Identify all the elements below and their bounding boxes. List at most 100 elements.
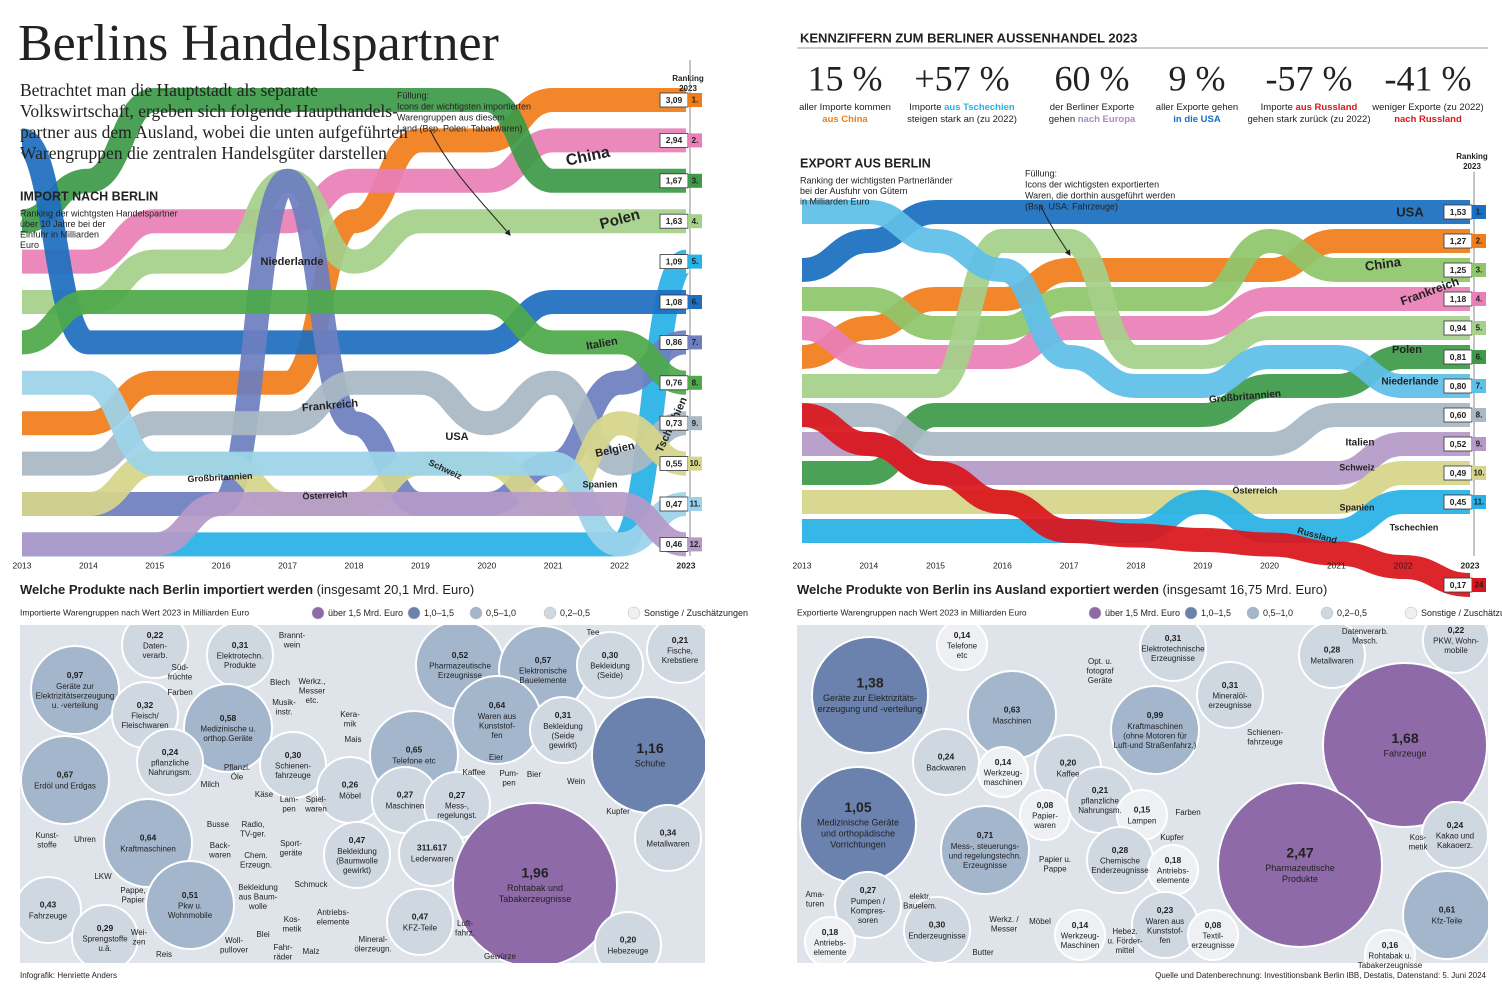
rank-band [22,492,688,557]
import-bands [17,87,691,557]
product-value: 0,47 [412,912,429,922]
legend-label: 1,0–1,5 [1201,608,1231,618]
rank-box [688,537,702,552]
other-label: Mineral- [359,935,388,944]
rank-label: 8. [692,378,699,387]
product-cell [804,916,856,963]
product-cell [1196,661,1264,729]
product-value: 0,28 [1112,845,1129,855]
rank-box [688,93,702,107]
other-label: Lam- [280,795,299,804]
product-label: Maschinen [1061,941,1100,950]
kpi-value: -57 % [1266,58,1353,98]
product-label: Pkw u. [178,902,202,911]
other-label: metik [282,925,302,934]
band-label: Spanien [1339,502,1374,512]
rank-label: 11. [690,500,701,509]
chart-title: IMPORT NACH BERLIN [20,189,158,203]
product-cell [259,731,327,799]
other-label: Pappe, [120,886,145,895]
legend-label: über 1,5 Mrd. Euro [1105,608,1180,618]
other-label: Papier [121,896,144,905]
product-value: 1,38 [856,675,883,691]
product-value: 0,20 [1060,758,1077,768]
product-cell [576,631,644,699]
rank-box [1472,495,1486,509]
kpi-caption: aller Importe kommen [799,102,891,113]
kpi-caption: weniger Exporte (zu 2022) [1371,102,1483,113]
product-label: Enderzeugnisse [1091,866,1149,875]
annotation: Füllung: [397,90,429,100]
chart-subtitle: Einfuhr in Milliarden [20,229,99,239]
product-value: 0,08 [1037,800,1054,810]
product-cell [811,636,929,754]
other-label: Öle [231,773,244,782]
other-label: Antriebs- [317,908,349,917]
band-label: USA [445,431,468,443]
product-cell [594,911,662,963]
value-2023: 1,25 [1450,265,1467,275]
rank-box [1472,408,1486,422]
product-label: Schuhe [635,758,666,768]
legend-swatch [407,606,421,620]
product-value: 0,15 [1134,805,1151,815]
product-value: 0,71 [977,830,994,840]
product-cell [145,860,235,950]
kpi-caption: nach Russland [1394,114,1462,125]
legend-swatch [1404,606,1418,620]
product-label: regelungst. [437,811,477,820]
other-label: früchte [168,673,193,682]
legend-label: 0,2–0,5 [560,608,590,618]
band-label: Niederlande [261,256,324,268]
other-label: elektr. [909,892,930,901]
rank-box [1472,234,1486,248]
credit: Infografik: Henriette Anders [20,971,117,980]
year-label: 2019 [1193,560,1212,570]
product-label: Kunststof- [479,721,515,730]
product-label: Bekleidung [590,662,630,671]
other-label: Brannt- [279,631,306,640]
intro-line: Volkswirtschaft, ergeben sich folgende H… [20,101,398,121]
value-2023: 2,94 [666,135,683,145]
import-cells [20,625,705,963]
other-label: Farben [1175,808,1200,817]
annotation: (Bsp. USA: Fahrzeuge) [1025,201,1118,211]
product-label: Rohtabak u. [1368,952,1411,961]
year-label: 2013 [793,560,812,570]
product-value: 0,21 [1092,785,1109,795]
value-2023: 0,49 [1450,468,1467,478]
other-label: elemente [317,918,350,927]
product-label: Backwaren [926,763,966,772]
kpi-caption: der Berliner Exporte [1050,102,1134,113]
kpi-caption-part: Importe [909,102,944,113]
value-2023: 0,80 [1450,381,1467,391]
value-2023: 1,27 [1450,236,1467,246]
product-label: elemente [1157,876,1190,885]
other-label: Malz [303,947,320,956]
product-label: (Seide) [597,671,623,680]
other-label: Kupfer [606,807,630,816]
product-label: Antriebs- [1157,867,1189,876]
product-label: Lederwaren [411,854,453,863]
rank-box [688,456,702,471]
other-label: Luft- [457,919,473,928]
other-label: instr. [276,708,293,717]
product-label: Metallwaren [646,839,689,848]
product-label: maschinen [984,778,1023,787]
rank-box [1472,379,1486,393]
other-label: wolle [248,902,268,911]
product-label: (Baumwolle [336,856,378,865]
product-label: Papier- [1032,812,1058,821]
product-value: 0,30 [602,650,619,660]
other-label: stoffe [37,841,57,850]
product-label: erzeugnisse [1191,941,1235,950]
other-label: Ama- [805,890,824,899]
rank-label: 10. [689,459,700,468]
legend-swatch [1320,606,1334,620]
product-label: pflanzliche [151,759,189,768]
other-label: etc. [306,696,319,705]
ranking-header: 2023 [679,84,697,93]
rank-box [1472,437,1486,451]
rank-label: 24 [1475,581,1484,590]
